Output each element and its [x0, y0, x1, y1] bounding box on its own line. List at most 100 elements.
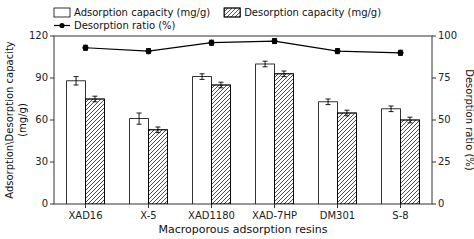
- error-cap: [344, 115, 349, 116]
- y2-axis-label: Desorption ratio (%): [464, 69, 474, 171]
- error-stem: [265, 61, 266, 67]
- error-cap: [200, 73, 205, 74]
- x-tick: [337, 204, 338, 208]
- y-axis-label-line: Adsorption\Desorption capacity: [4, 41, 15, 199]
- bar: [212, 85, 231, 204]
- y-tick-label: 60: [35, 114, 48, 125]
- legend-swatch: [54, 8, 70, 17]
- error-stem: [283, 71, 284, 77]
- error-cap: [389, 106, 394, 107]
- error-stem: [409, 117, 410, 123]
- error-bar: [83, 45, 88, 50]
- marks: [67, 38, 420, 204]
- y-tick: [50, 78, 54, 79]
- x-tick-label: S-8: [392, 210, 408, 221]
- error-cap: [74, 85, 79, 86]
- y-tick: [50, 204, 54, 205]
- bar: [130, 119, 149, 204]
- marker: [209, 40, 214, 45]
- error-stem: [328, 99, 329, 105]
- error-bar: [263, 61, 268, 67]
- bar: [401, 120, 420, 204]
- y-tick-label: 90: [35, 72, 48, 83]
- legend-label: Adsorption capacity (mg/g): [74, 7, 210, 18]
- error-cap: [155, 132, 160, 133]
- y2-tick-label: 50: [438, 114, 451, 125]
- error-bar: [326, 99, 331, 105]
- legend-label: Desorption capacity (mg/g): [244, 7, 381, 18]
- error-stem: [220, 82, 221, 88]
- bar: [338, 113, 357, 204]
- error-cap: [92, 101, 97, 102]
- legend-label: Desorption ratio (%): [74, 20, 176, 31]
- bar-hatch: [86, 99, 105, 204]
- x-tick-label: XAD1180: [188, 210, 235, 221]
- error-cap: [281, 76, 286, 77]
- y2-tick-label: 75: [438, 72, 451, 83]
- line: [86, 41, 401, 53]
- error-bar: [218, 82, 223, 88]
- y-tick-label: 30: [35, 156, 48, 167]
- marker: [272, 38, 277, 43]
- error-bar: [398, 50, 403, 55]
- legend: Adsorption capacity (mg/g) Desorption cap…: [54, 7, 381, 31]
- chart: 03060901200255075100XAD16X-5XAD1180XAD-7…: [0, 0, 474, 239]
- y2-tick-label: 25: [438, 156, 451, 167]
- marker: [146, 49, 151, 54]
- bar-hatch: [401, 120, 420, 204]
- x-tick: [85, 204, 86, 208]
- error-bar: [281, 71, 286, 77]
- bar: [275, 74, 294, 204]
- y-tick: [50, 120, 54, 121]
- error-bar: [74, 77, 79, 85]
- error-bar: [200, 74, 205, 80]
- y2-tick: [432, 36, 436, 37]
- bar: [319, 102, 338, 204]
- bar: [149, 130, 168, 204]
- y-tick: [50, 36, 54, 37]
- bar-hatch: [149, 130, 168, 204]
- bar: [256, 64, 275, 204]
- error-cap: [92, 96, 97, 97]
- error-cap: [218, 87, 223, 88]
- error-cap: [137, 124, 142, 125]
- error-cap: [200, 79, 205, 80]
- marker: [335, 49, 340, 54]
- error-bar: [146, 49, 151, 54]
- error-stem: [139, 113, 140, 124]
- x-tick: [274, 204, 275, 208]
- error-cap: [326, 99, 331, 100]
- error-cap: [344, 110, 349, 111]
- legend-swatch-hatch: [224, 8, 240, 17]
- error-cap: [407, 117, 412, 118]
- error-stem: [202, 74, 203, 80]
- bar-hatch: [275, 74, 294, 204]
- x-tick: [148, 204, 149, 208]
- x-tick: [400, 204, 401, 208]
- error-cap: [389, 111, 394, 112]
- legend-swatch: [224, 8, 240, 17]
- error-stem: [94, 96, 95, 102]
- error-bar: [335, 49, 340, 54]
- error-cap: [263, 61, 268, 62]
- error-bar: [137, 113, 142, 124]
- bar-hatch: [212, 85, 231, 204]
- y-axis-label: Adsorption\Desorption capacity(mg/g): [4, 41, 28, 199]
- x-axis-label: Macroporous adsorption resins: [158, 223, 327, 236]
- error-bar: [272, 39, 277, 44]
- bar: [382, 109, 401, 204]
- y2-tick: [432, 162, 436, 163]
- y-tick: [50, 162, 54, 163]
- y-tick-label: 0: [42, 198, 48, 209]
- error-cap: [263, 66, 268, 67]
- error-bar: [209, 40, 214, 45]
- error-cap: [281, 71, 286, 72]
- y2-tick: [432, 120, 436, 121]
- bar: [67, 81, 86, 204]
- x-tick-label: XAD16: [68, 210, 102, 221]
- bar: [193, 77, 212, 204]
- error-cap: [137, 113, 142, 114]
- error-bar: [92, 96, 97, 102]
- error-cap: [155, 127, 160, 128]
- error-stem: [157, 127, 158, 133]
